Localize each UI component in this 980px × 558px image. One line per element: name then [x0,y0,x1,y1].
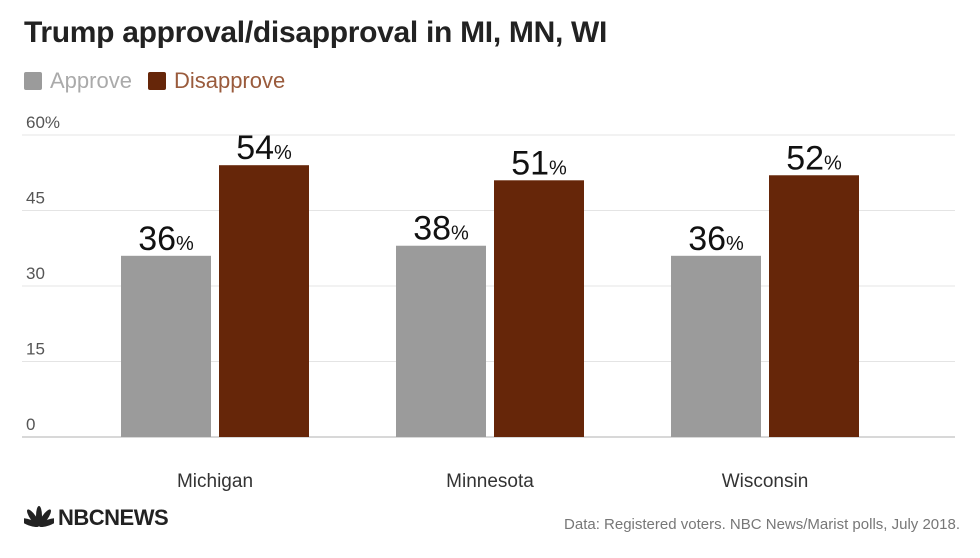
bar-disapprove-minnesota [494,180,584,438]
x-tick-label: Minnesota [446,471,534,492]
legend-item-approve: Approve [24,68,132,94]
bar-approve-michigan [121,255,211,437]
data-label: 38% [413,210,469,248]
source-note: Data: Registered voters. NBC News/Marist… [564,516,960,533]
data-label: 54% [236,129,292,167]
data-label: 36% [138,220,194,258]
legend-label-approve: Approve [50,68,132,93]
y-tick-label: 60% [26,113,60,132]
bar-approve-wisconsin [671,255,761,437]
legend-label-disapprove: Disapprove [173,68,286,93]
bar-approve-minnesota [396,245,486,437]
bar-disapprove-michigan [219,165,309,437]
y-tick-label: 15 [26,340,45,359]
legend: Approve Disapprove [24,68,301,94]
y-tick-label: 30 [26,264,45,283]
bar-chart: 0 15 30 45 60% 36% 54% Michigan 38% 51% Minnesota 3… [22,113,955,492]
x-tick-label: Wisconsin [722,471,809,492]
peacock-icon [24,506,54,528]
legend-item-disapprove: Disapprove [147,68,286,94]
y-tick-label: 0 [26,415,35,434]
y-tick-label: 45 [26,189,45,208]
data-label: 51% [511,144,567,182]
data-label: 52% [786,139,842,177]
data-label: 36% [688,220,744,258]
legend-swatch-approve [24,72,42,90]
brand-name: NBCNEWS [58,505,169,530]
nbc-news-logo: NBCNEWS [24,505,169,531]
x-tick-label: Michigan [177,471,253,492]
legend-swatch-disapprove [147,72,166,90]
chart-title: Trump approval/disapproval in MI, MN, WI [24,16,608,49]
bar-disapprove-wisconsin [769,175,859,437]
